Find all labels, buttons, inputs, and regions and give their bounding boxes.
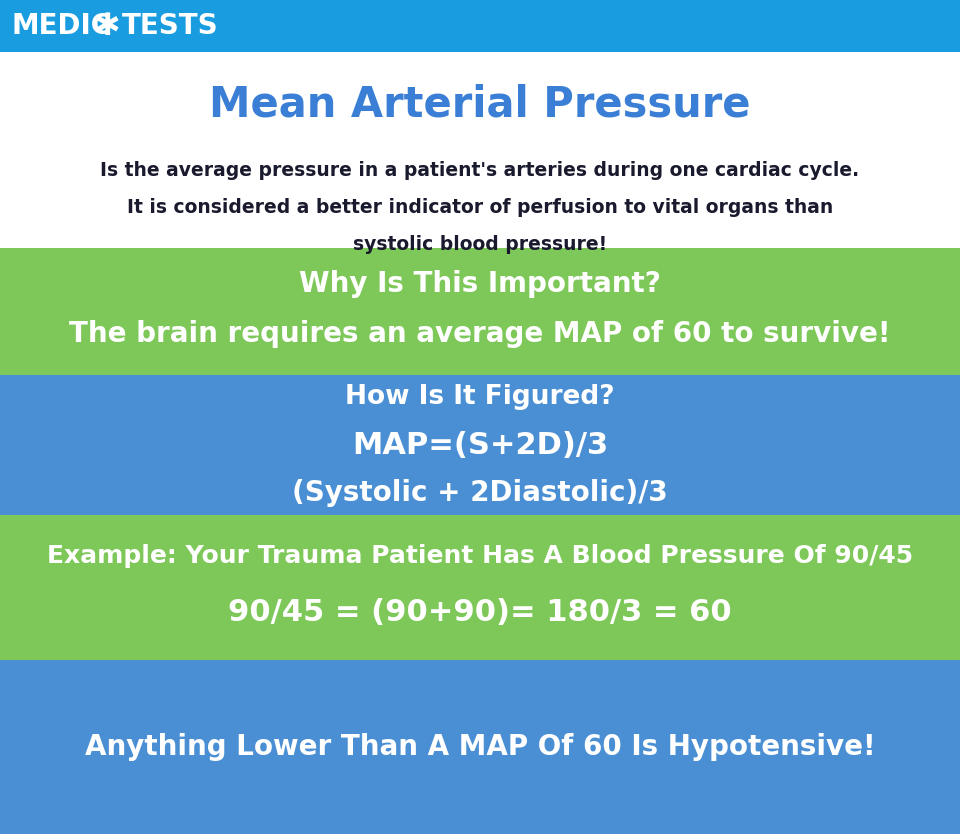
Bar (0, 52, 960, 248)
Text: ✱: ✱ (94, 12, 120, 41)
Text: The brain requires an average MAP of 60 to survive!: The brain requires an average MAP of 60 … (69, 319, 891, 348)
Text: Anything Lower Than A MAP Of 60 Is Hypotensive!: Anything Lower Than A MAP Of 60 Is Hypot… (84, 733, 876, 761)
Text: It is considered a better indicator of perfusion to vital organs than: It is considered a better indicator of p… (127, 198, 833, 217)
Text: How Is It Figured?: How Is It Figured? (346, 384, 614, 410)
Text: MEDIC: MEDIC (12, 12, 112, 40)
Text: 90/45 = (90+90)= 180/3 = 60: 90/45 = (90+90)= 180/3 = 60 (228, 598, 732, 627)
Bar (0, 660, 960, 834)
Bar (0, 375, 960, 515)
Text: TESTS: TESTS (122, 12, 219, 40)
Text: MAP=(S+2D)/3: MAP=(S+2D)/3 (352, 430, 608, 460)
Bar (0, 248, 960, 375)
Text: Is the average pressure in a patient's arteries during one cardiac cycle.: Is the average pressure in a patient's a… (101, 160, 859, 179)
Text: Mean Arterial Pressure: Mean Arterial Pressure (209, 83, 751, 125)
Text: Example: Your Trauma Patient Has A Blood Pressure Of 90/45: Example: Your Trauma Patient Has A Blood… (47, 544, 913, 567)
Text: (Systolic + 2Diastolic)/3: (Systolic + 2Diastolic)/3 (292, 479, 668, 507)
Text: systolic blood pressure!: systolic blood pressure! (353, 234, 607, 254)
Text: Why Is This Important?: Why Is This Important? (300, 269, 660, 298)
Bar (0, 0, 960, 52)
Bar (0, 515, 960, 660)
